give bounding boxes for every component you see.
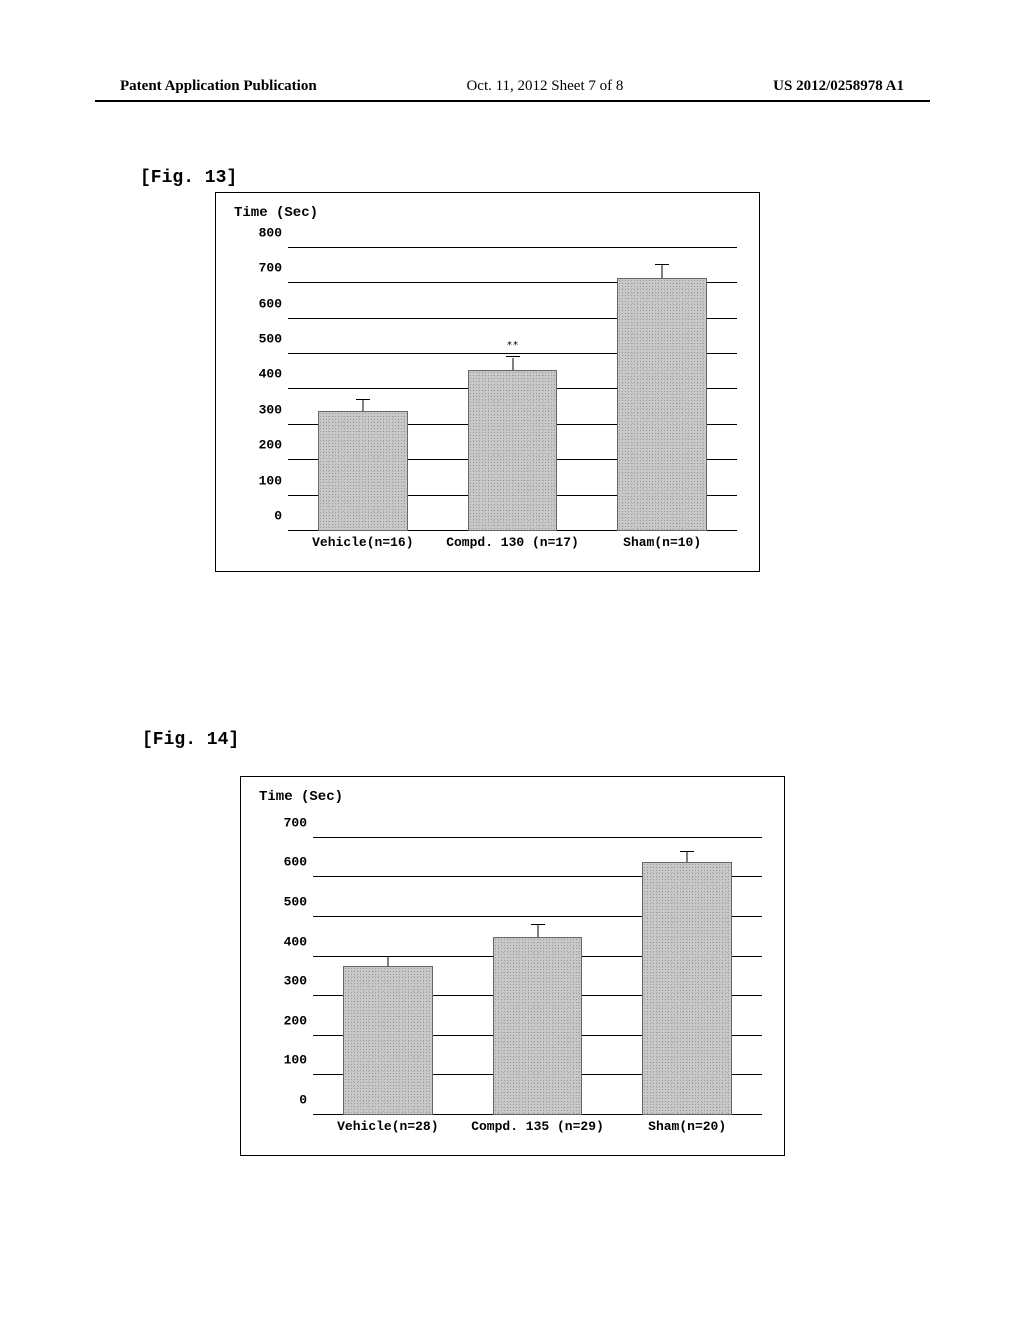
error-cap [356,399,370,400]
header-divider [95,100,930,102]
y-tick-label: 800 [259,225,282,240]
plot-area: 0100200300400500600700Vehicle(n=28)Compd… [313,814,762,1115]
bar [318,411,408,531]
x-axis-label: Compd. 135 (n=29) [471,1119,604,1134]
bar [343,966,433,1115]
chart-inner: Time (Sec) 0100200300400500600700Vehicle… [253,789,772,1145]
y-tick-label: 0 [299,1093,307,1108]
y-tick-label: 600 [284,855,307,870]
grid-line [288,247,737,248]
fig-13-chart: Time (Sec) 0100200300400500600700800Vehi… [215,192,760,572]
chart-inner: Time (Sec) 0100200300400500600700800Vehi… [228,205,747,561]
y-tick-label: 500 [284,894,307,909]
error-bar [362,400,363,411]
y-tick-label: 400 [284,934,307,949]
fig-14-chart: Time (Sec) 0100200300400500600700Vehicle… [240,776,785,1156]
bar [493,937,583,1115]
y-tick-label: 300 [284,974,307,989]
bar [468,370,558,531]
y-tick-label: 300 [259,402,282,417]
y-tick-label: 700 [284,815,307,830]
error-cap [531,924,545,925]
error-cap [381,956,395,957]
x-axis-label: Vehicle(n=28) [337,1119,438,1134]
fig-13-label: [Fig. 13] [140,168,237,188]
header-right: US 2012/0258978 A1 [773,78,904,95]
grid-line [313,837,762,838]
y-axis-label: Time (Sec) [259,789,343,805]
error-bar [512,358,513,370]
page-header: Patent Application Publication Oct. 11, … [0,78,1024,95]
error-cap [680,851,694,852]
error-bar [662,265,663,277]
x-axis-label: Vehicle(n=16) [312,535,413,550]
bar [642,862,732,1115]
y-tick-label: 600 [259,296,282,311]
plot-area: 0100200300400500600700800Vehicle(n=16)**… [288,230,737,531]
error-cap [506,356,520,357]
header-center: Oct. 11, 2012 Sheet 7 of 8 [466,78,623,95]
x-axis-label: Compd. 130 (n=17) [446,535,579,550]
error-bar [687,852,688,862]
significance-mark: ** [506,340,518,351]
y-tick-label: 200 [259,438,282,453]
y-tick-label: 200 [284,1013,307,1028]
y-tick-label: 500 [259,331,282,346]
y-axis-label: Time (Sec) [234,205,318,221]
header-left: Patent Application Publication [120,78,317,95]
x-axis-label: Sham(n=10) [623,535,701,550]
y-tick-label: 100 [284,1053,307,1068]
x-axis-label: Sham(n=20) [648,1119,726,1134]
bar [617,278,707,531]
y-tick-label: 400 [259,367,282,382]
y-tick-label: 0 [274,509,282,524]
error-bar [537,925,538,937]
fig-14-label: [Fig. 14] [142,730,239,750]
error-bar [387,957,388,967]
y-tick-label: 700 [259,261,282,276]
error-cap [655,264,669,265]
y-tick-label: 100 [259,473,282,488]
